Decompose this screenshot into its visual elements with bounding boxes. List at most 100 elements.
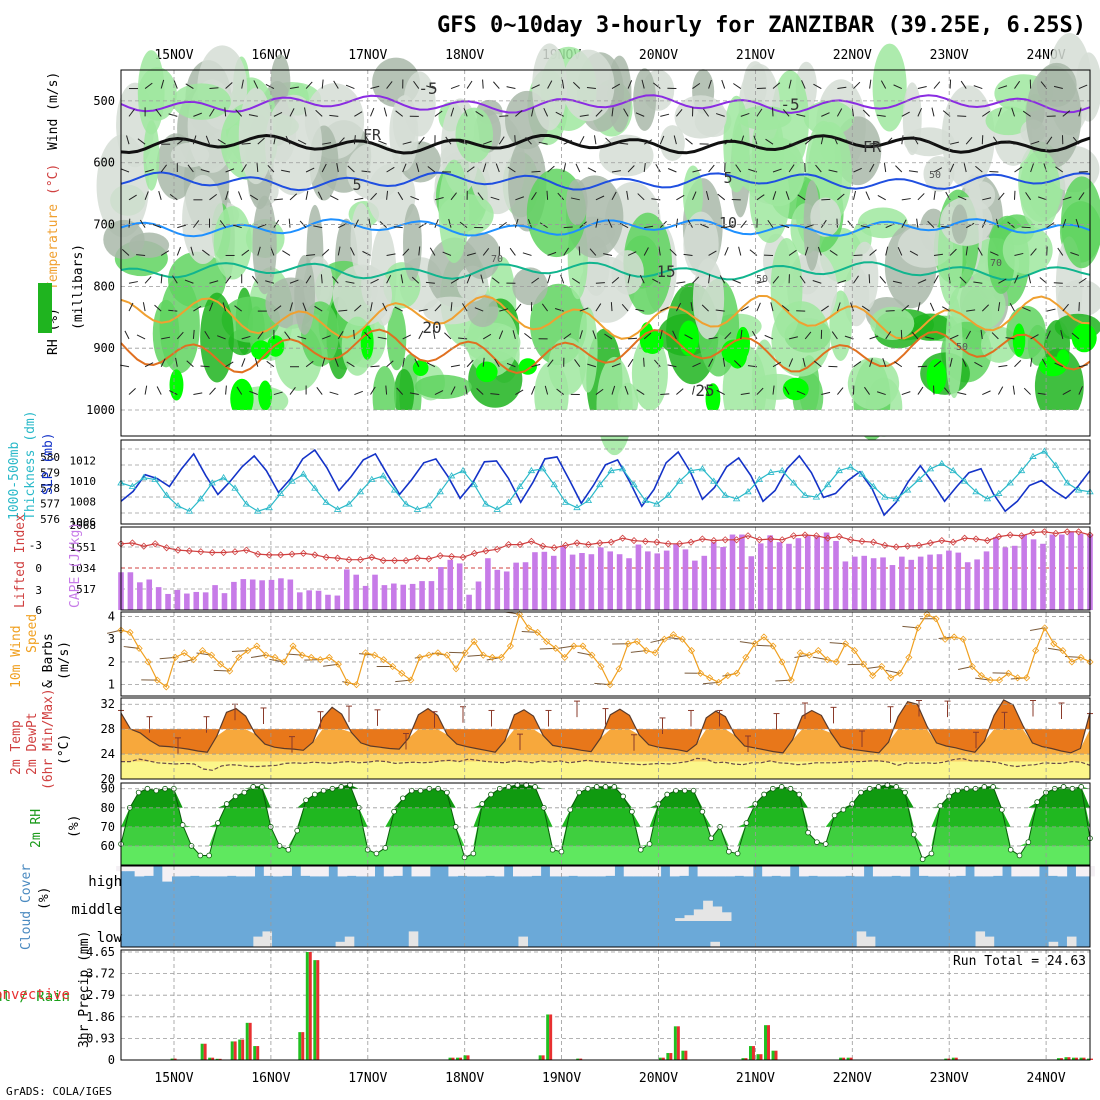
precip-convective-title: Convective [0,987,70,1003]
wind-barb [767,219,774,228]
cape-bar [870,558,877,610]
wind-barb [782,109,790,117]
wind-barb [155,108,162,117]
wind-barb [557,192,565,201]
li-point [755,536,763,544]
wind-speed-point [497,653,505,661]
wind-barb [813,360,822,368]
cape-bar [513,562,519,610]
rh-shade [872,43,907,132]
wind-barb [917,386,924,395]
wind-speed-point [316,656,324,664]
wind-barb [639,274,645,284]
wind-barb [933,275,939,284]
cloud-bar-high [743,866,754,877]
slp-title: SLP (mb) [41,432,56,495]
li-point [299,549,307,557]
wind-barb [563,139,573,145]
cloud-bar-high [319,866,329,877]
wind-barb [370,386,376,395]
precip-convective-bar [541,1055,545,1060]
slp-side-label: 1000-500mb Thickness (dm) SLP (mb) [7,410,56,520]
wind-barb [450,386,456,395]
precip-convective-bar [774,1050,778,1060]
precip-tick: 0 [108,1053,115,1067]
wind-barb [965,222,975,229]
wind-barb [200,169,210,173]
wind-side-label: 10m Wind Speed & Barbs (m/s) [9,614,72,688]
wind-barb [1028,274,1032,284]
wind-barb [315,109,323,117]
wind-barb [687,219,693,228]
li-point [334,554,342,562]
cloud-bar-low [710,941,720,947]
wind-barb [717,193,726,201]
thickness-point [653,500,661,507]
temp-tick: 24 [101,747,115,761]
rh-point [778,784,785,790]
wind-barb [284,331,291,340]
thickness-point [744,488,752,495]
cape-bar [908,559,915,610]
wind-barb [1014,80,1021,89]
cape-bar [212,585,218,610]
wind-barb [297,139,307,145]
li-point [778,536,786,544]
rh-point [893,784,899,790]
temp-tick: 20 [101,772,115,786]
wind-barb [192,329,195,339]
panel-rh: 60 70 80 90 2m RH (%) [29,782,1093,866]
wind-barb [241,164,247,173]
wind-barb [515,110,523,117]
wind-barb [901,198,911,201]
wind-speed-point [660,635,668,643]
cape-bar [936,554,943,610]
rh-unit: (%) [67,815,82,838]
cloud-bar-high [162,866,172,882]
wind-barb [644,225,654,229]
wind-barb [383,107,388,117]
wind-barb [257,331,264,340]
wind-barb [719,275,726,284]
wind-barb [273,391,283,396]
rh-shade-high [639,322,654,353]
wind-barb [396,387,404,395]
wind-barb [869,163,875,173]
temp-side-label: 2m Temp 2m DewPt (6hr Min/Max) (°C) [9,688,72,790]
wind-barb [333,80,339,89]
wind-barb [654,359,661,368]
cloud-bar-high [928,866,938,877]
rh-point [259,784,265,790]
rh-point [726,848,732,855]
wind-barb [377,336,387,340]
cape-bar [447,559,454,610]
wind-barb [512,330,516,340]
cape-bar [372,574,378,610]
rh-shade [438,159,470,263]
precip-convective-bar [744,1058,748,1060]
dewpt-title: 2m DewPt [25,712,40,775]
thickness-point [903,486,912,493]
thickness-point [778,466,786,474]
wind-barb [805,224,814,229]
wind-speed-point [796,649,804,657]
wind-barb [659,135,665,145]
wind-barb [733,83,742,89]
wind-speed-point [869,672,877,680]
cloud-bar-low [856,931,867,947]
cloud-bar-low [984,936,995,947]
cape-bar [541,551,548,610]
cloud-bar-high [586,866,597,877]
wind-barb [474,307,484,312]
wind-barb [238,191,243,200]
wind-barb [927,220,935,228]
thickness-point [527,466,536,474]
thickness-point [254,507,262,514]
cloud-unit: (%) [37,887,52,910]
li-point [368,553,376,561]
wind-barb [254,357,259,367]
precip-total-bar [944,1058,948,1060]
wind-speed-point [597,662,605,671]
wind-barb [385,385,388,395]
thickness-point [960,477,969,484]
